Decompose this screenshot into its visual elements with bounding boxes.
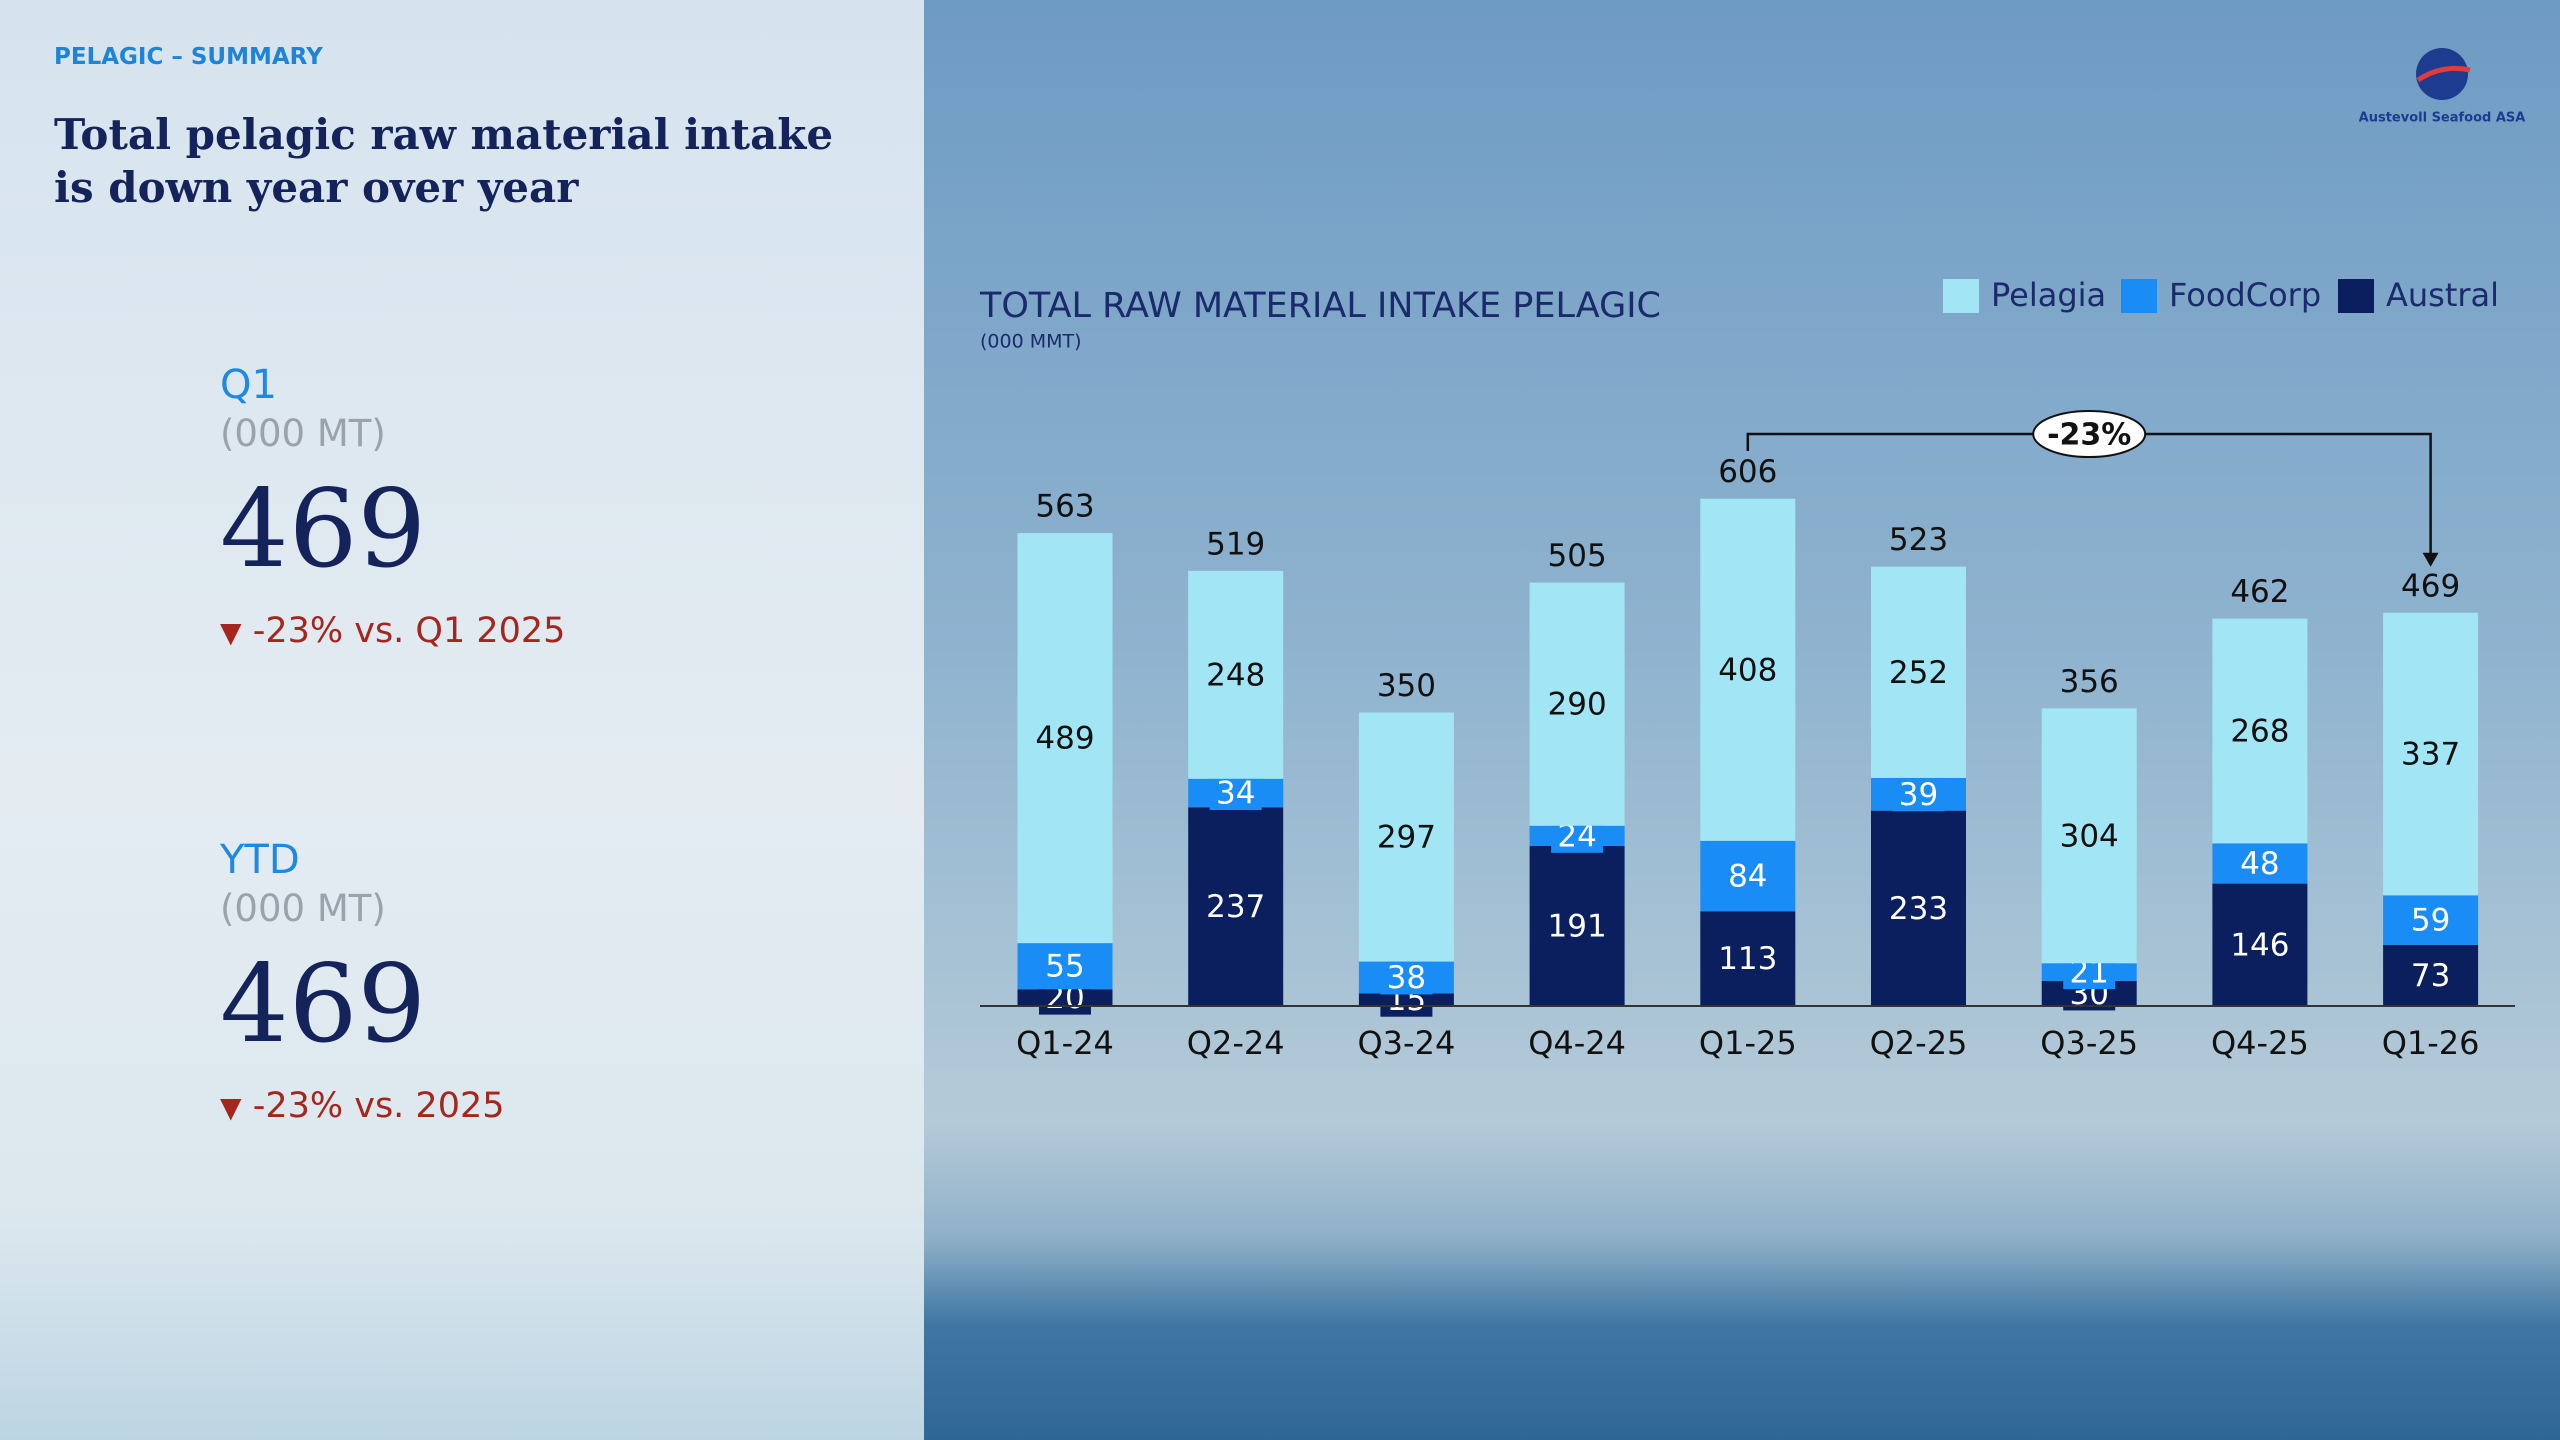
bar-segment [2383, 895, 2479, 945]
segment-label: 39 [1899, 777, 1938, 813]
segment-label: 248 [1206, 657, 1265, 693]
legend-swatch [2121, 279, 2157, 313]
segment-label: 34 [1216, 776, 1255, 812]
annotation-bubble [2032, 410, 2147, 458]
x-tick-label: Q4-24 [1528, 1024, 1626, 1062]
segment-label: 113 [1718, 941, 1777, 977]
kpi-unit: (000 MT) [220, 412, 386, 455]
label-box [1380, 960, 1433, 995]
segment-label: 237 [1206, 889, 1265, 925]
kpi-value: 469 [220, 467, 427, 592]
bar-segment [2041, 708, 2137, 964]
total-label: 519 [1206, 526, 1265, 562]
segment-label: 38 [1387, 960, 1426, 996]
x-tick-label: Q1-25 [1699, 1024, 1797, 1062]
x-tick-label: Q4-25 [2211, 1024, 2309, 1062]
segment-label: 59 [2411, 903, 2450, 939]
annotation-arrow [2422, 552, 2439, 567]
bar-segment [1700, 498, 1796, 841]
x-tick-label: Q1-26 [2382, 1024, 2480, 1062]
kpi-label: YTD [220, 837, 300, 883]
kpi-block: YTD (000 MT) 469 ▼ -23% vs. 2025 [220, 837, 505, 1126]
label-box [1209, 776, 1262, 811]
total-label: 606 [1718, 454, 1777, 490]
total-label: 350 [1377, 668, 1436, 704]
segment-label: 297 [1377, 820, 1436, 856]
total-label: 523 [1889, 522, 1948, 558]
segment-label: 290 [1548, 687, 1607, 723]
chart-title: TOTAL RAW MATERIAL INTAKE PELAGIC [979, 286, 1661, 326]
label-box [1892, 777, 1945, 812]
kpi-change: ▼ -23% vs. Q1 2025 [220, 611, 566, 651]
kpi-value: 469 [220, 942, 427, 1067]
segment-label: 408 [1718, 652, 1777, 688]
segment-label: 48 [2240, 846, 2279, 882]
bar-segment [1017, 533, 1113, 944]
segment-label: 191 [1548, 908, 1607, 944]
segment-label: 337 [2401, 737, 2460, 773]
bar-segment [1188, 807, 1284, 1006]
bar-segment [2383, 612, 2479, 896]
kpi-change-text: -23% vs. 2025 [252, 1086, 505, 1126]
bar-segment [1700, 911, 1796, 1006]
bar-segment [1358, 712, 1454, 962]
legend-swatch [2338, 279, 2374, 313]
bar-segment [2212, 843, 2308, 884]
kpi-block: Q1 (000 MT) 469 ▼ -23% vs. Q1 2025 [220, 362, 565, 651]
total-label: 469 [2401, 568, 2460, 604]
total-label: 462 [2230, 574, 2289, 610]
segment-label: 55 [1045, 949, 1084, 985]
logo-mark [2416, 48, 2468, 100]
legend-label: Austral [2386, 276, 2499, 314]
kpi-change: ▼ -23% vs. 2025 [220, 1086, 505, 1126]
logo-text: Austevoll Seafood ASA [2359, 111, 2526, 126]
total-label: 505 [1548, 538, 1607, 574]
x-tick-label: Q1-24 [1016, 1024, 1114, 1062]
segment-label: 146 [2230, 927, 2289, 963]
bar-segment [1188, 570, 1284, 779]
segment-label: 304 [2060, 818, 2119, 854]
kpi-label: Q1 [220, 362, 277, 408]
total-label: 356 [2060, 664, 2119, 700]
logo-swoosh [2416, 65, 2471, 83]
section-label: PELAGIC – SUMMARY [54, 44, 323, 70]
bar-segment [1700, 840, 1796, 912]
segment-label: 73 [2411, 958, 2450, 994]
segment-label: 268 [2230, 713, 2289, 749]
legend-label: Pelagia [1991, 276, 2106, 314]
segment-label: 489 [1035, 721, 1094, 757]
legend-swatch [1943, 279, 1979, 313]
bar-segment [2383, 944, 2479, 1006]
x-tick-label: Q2-25 [1870, 1024, 1968, 1062]
chart-subtitle: (000 MMT) [980, 331, 1082, 353]
bar-segment [1871, 810, 1966, 1006]
slide-title: Total pelagic raw material intake is dow… [54, 110, 834, 212]
x-tick-label: Q3-25 [2040, 1024, 2138, 1062]
bar-segment [1529, 845, 1625, 1006]
bar-segment [1871, 566, 1966, 778]
x-tick-label: Q2-24 [1187, 1024, 1285, 1062]
total-label: 563 [1035, 489, 1094, 525]
legend-label: FoodCorp [2169, 276, 2321, 314]
annotation-label: -23% [2047, 418, 2131, 453]
bar-segment [1017, 943, 1113, 990]
left-panel: PELAGIC – SUMMARY Total pelagic raw mate… [0, 0, 924, 1440]
segment-label: 84 [1728, 859, 1767, 895]
kpi-change-text: -23% vs. Q1 2025 [252, 611, 566, 651]
segment-label: 252 [1889, 655, 1948, 691]
bar-segment [1529, 582, 1625, 826]
bar-segment [2212, 618, 2308, 844]
segment-label: 233 [1889, 891, 1948, 927]
kpi-unit: (000 MT) [220, 887, 386, 930]
x-tick-label: Q3-24 [1357, 1024, 1455, 1062]
bar-segment [2212, 883, 2308, 1006]
